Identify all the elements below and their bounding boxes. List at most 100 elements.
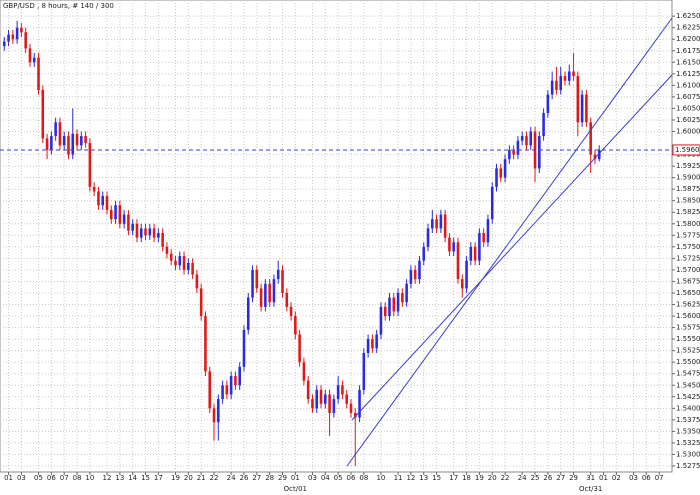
candle-body [174, 260, 177, 266]
candle-body [169, 253, 173, 261]
candle-body [281, 269, 284, 293]
candle-body [452, 242, 455, 252]
candle-body [555, 80, 558, 90]
candle-body [212, 408, 216, 423]
candle-body [148, 228, 152, 236]
y-tick-label: 1.5650 [676, 289, 700, 297]
candle-body [366, 339, 370, 353]
candle-body [473, 246, 477, 261]
x-tick-label: 22 [501, 474, 510, 482]
current-price-label: 1.5960 [675, 146, 700, 154]
x-tick-label: 20 [184, 474, 193, 482]
x-tick-label: 03 [629, 474, 638, 482]
candle-body [199, 288, 203, 317]
y-tick-label: 1.5425 [676, 393, 700, 401]
candle-body [268, 283, 271, 303]
candle-body [439, 214, 443, 229]
candle-body [589, 122, 592, 155]
y-tick-label: 1.6075 [676, 93, 700, 101]
x-tick-label: 26 [240, 474, 249, 482]
candle-body [75, 133, 79, 146]
x-tick-label: 24 [227, 474, 236, 482]
y-tick-label: 1.6225 [676, 24, 700, 32]
trend-line [351, 74, 673, 421]
candle-body [508, 149, 511, 160]
candle-body [50, 136, 53, 150]
x-tick-label: 12 [406, 474, 415, 482]
candle-body [204, 316, 207, 372]
candle-body [418, 260, 421, 280]
x-tick-label: 06 [642, 474, 651, 482]
candle-body [311, 399, 314, 409]
plot-frame [0, 0, 673, 473]
candle-body [251, 269, 254, 298]
candle-body [520, 136, 524, 141]
x-tick-label: 07 [655, 474, 664, 482]
candle-body [324, 394, 327, 404]
candle-body [114, 205, 117, 220]
candle-body [358, 389, 361, 418]
candle-body [341, 385, 344, 395]
x-tick-label: 06 [347, 474, 356, 482]
candle-body [546, 94, 550, 114]
y-tick-label: 1.5700 [676, 266, 700, 274]
candle-body [161, 233, 164, 247]
candle-body [563, 76, 567, 81]
x-tick-label: 01 [599, 474, 608, 482]
candle-body [208, 371, 212, 409]
x-tick-label: 31 [586, 474, 595, 482]
candle-body [443, 214, 447, 238]
candle-body [294, 316, 297, 335]
candle-body [375, 334, 378, 349]
candle-body [559, 76, 562, 90]
x-tick-label: 05 [334, 474, 343, 482]
candle-body [499, 168, 503, 178]
candle-body [191, 262, 194, 275]
candle-body [302, 362, 306, 381]
x-tick-label: 26 [543, 474, 552, 482]
trend-line [346, 17, 673, 467]
x-tick-label: 10 [376, 474, 385, 482]
y-tick-label: 1.5625 [676, 301, 700, 309]
x-tick-label: 17 [154, 474, 163, 482]
y-tick-label: 1.5875 [676, 185, 700, 193]
y-tick-label: 1.6100 [676, 81, 700, 89]
candle-body [567, 71, 571, 81]
x-tick-label: 22 [210, 474, 219, 482]
candle-body [431, 219, 434, 229]
y-tick-label: 1.5925 [676, 162, 700, 170]
y-tick-label: 1.5850 [676, 197, 700, 205]
candle-body [379, 306, 383, 335]
current-price-box [672, 144, 700, 156]
x-tick-label: 14 [128, 474, 137, 482]
x-tick-label: 11 [394, 474, 403, 482]
candle-body [371, 339, 374, 349]
x-tick-label: 21 [197, 474, 206, 482]
candle-body [105, 196, 109, 210]
y-tick-label: 1.5775 [676, 231, 700, 239]
candle-body [2, 41, 6, 47]
y-tick-label: 1.6000 [676, 127, 700, 135]
candle-body [336, 385, 340, 400]
candle-body [495, 168, 498, 187]
y-tick-label: 1.5900 [676, 174, 700, 182]
candle-body [396, 292, 400, 312]
candle-body [272, 279, 276, 303]
x-tick-label: 06 [47, 474, 56, 482]
candle-body [152, 228, 156, 238]
x-tick-label: 08 [359, 474, 368, 482]
y-tick-label: 1.5550 [676, 335, 700, 343]
candle-body [58, 122, 62, 146]
x-tick-label: 10 [85, 474, 94, 482]
candle-body [24, 32, 27, 49]
candle-body [469, 246, 473, 261]
x-tick-label: 15 [432, 474, 441, 482]
x-tick-label: 28 [265, 474, 274, 482]
x-tick-sublabel: Oct/31 [579, 485, 602, 493]
x-tick-label: 19 [475, 474, 484, 482]
candle-body [7, 34, 10, 42]
candle-body [238, 366, 241, 386]
candle-body [67, 136, 70, 155]
x-tick-label: 01 [291, 474, 300, 482]
y-tick-label: 1.6125 [676, 70, 700, 78]
